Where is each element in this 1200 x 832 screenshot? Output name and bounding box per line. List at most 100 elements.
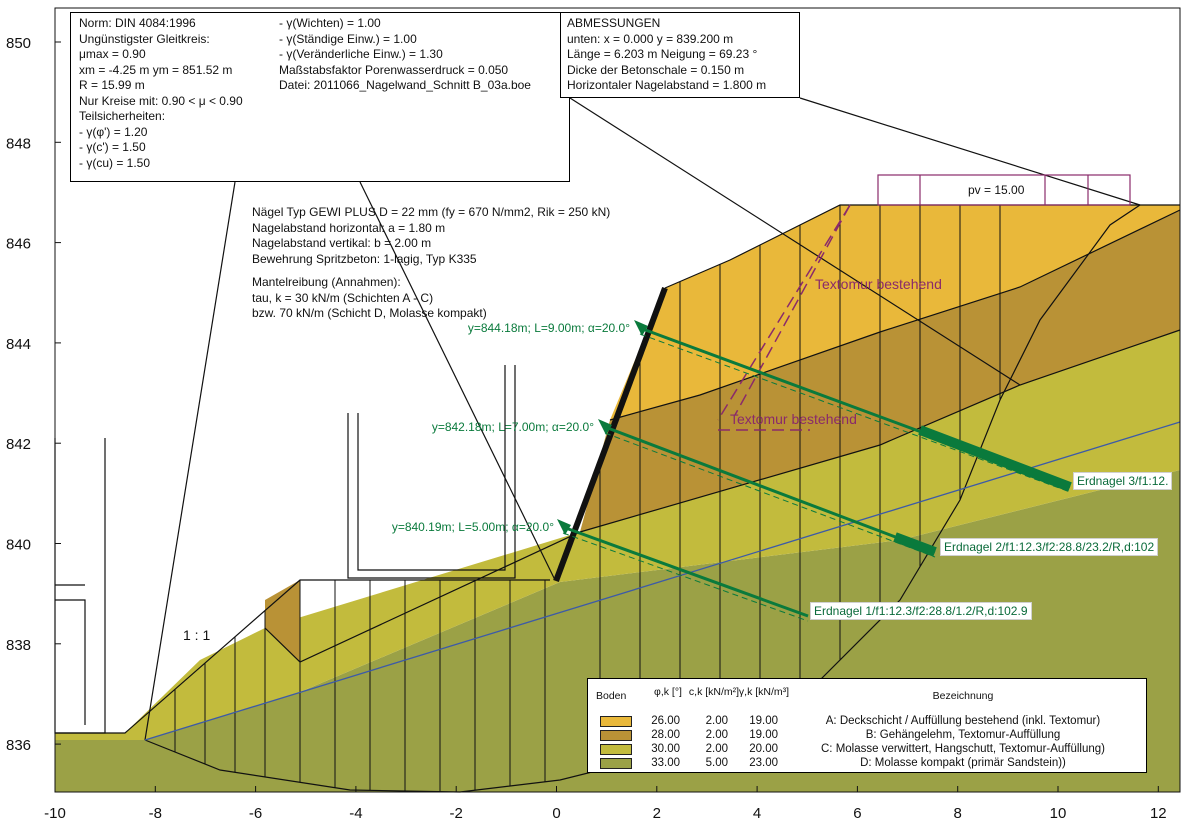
legend-swatch	[600, 744, 632, 755]
norm-line: - γ(cu) = 1.50	[79, 155, 151, 170]
x-tick-label: 12	[1150, 805, 1167, 822]
norm-line: Ungünstigster Gleitkreis:	[79, 31, 210, 46]
legend-header-c: c,k [kN/m²]	[688, 686, 740, 698]
textomur-label-2: Textomur bestehend	[730, 411, 857, 427]
norm-line: Datei: 2011066_Nagelwand_Schnitt B_03a.b…	[279, 78, 531, 92]
slip-slices	[174, 205, 1001, 792]
abmessungen-line: Dicke der Betonschale = 0.150 m	[567, 62, 745, 77]
x-tick-label: -2	[450, 805, 463, 822]
x-tick-label: 4	[753, 805, 761, 822]
legend-header-bez: Bezeichnung	[932, 690, 994, 702]
norm-box-right: - γ(Wichten) = 1.00 - γ(Ständige Einw.) …	[279, 16, 531, 94]
legend-gamma: 23.00	[749, 757, 778, 769]
nail-bot-dash	[562, 532, 809, 622]
norm-line: xm = -4.25 m ym = 851.52 m	[79, 62, 233, 77]
x-tick-label: -8	[149, 805, 162, 822]
legend-desc: B: Gehängelehm, Textomur-Auffüllung	[865, 729, 1061, 741]
erdnagel-3-label: Erdnagel 3/f1:12.	[1073, 472, 1173, 490]
layer-ab-line	[609, 209, 1181, 421]
norm-line: Nur Kreise mit: 0.90 < μ < 0.90	[79, 93, 243, 108]
nail-info-line: Nägel Typ GEWI PLUS D = 22 mm (fy = 670 …	[252, 205, 611, 219]
x-tick-label: 6	[853, 805, 861, 822]
legend-row: 33.00 5.00 23.00 D: Molasse kompakt (pri…	[588, 756, 1146, 770]
pit-structure-outer	[347, 365, 516, 579]
y-tick-label: 844	[6, 336, 31, 353]
legend-header-gamma: γ,k [kN/m³]	[738, 686, 790, 698]
norm-box: Norm: DIN 4084:1996 Ungünstigster Gleitk…	[70, 12, 570, 182]
textomur-outline	[717, 204, 851, 431]
nail-info-line: Bewehrung Spritzbeton: 1-lagig, Typ K335	[252, 251, 477, 266]
norm-line: - γ(Ständige Einw.) = 1.00	[279, 31, 417, 46]
nail-bot	[562, 525, 809, 618]
norm-line: Norm: DIN 4084:1996	[79, 16, 196, 30]
soil-nails	[557, 320, 1072, 622]
legend-phi: 33.00	[651, 757, 680, 769]
soil-legend: Boden φ,k [°] c,k [kN/m²] γ,k [kN/m³] Be…	[587, 678, 1147, 773]
y-tick-label: 848	[6, 135, 31, 152]
nail-info-line: Nagelabstand vertikal: b = 2.00 m	[252, 236, 432, 250]
abmessungen-title: ABMESSUNGEN	[567, 16, 661, 30]
legend-desc: D: Molasse kompakt (primär Sandstein))	[860, 757, 1066, 769]
legend-c: 2.00	[705, 715, 728, 727]
box-connector-2	[359, 181, 556, 581]
norm-line: μmax = 0.90	[79, 47, 146, 61]
y-tick-label: 836	[6, 737, 31, 754]
erdnagel-1-label: Erdnagel 1/f1:12.3/f2:28.8/1.2/R,d:102.9	[810, 602, 1032, 620]
box-connector-3	[799, 97, 1141, 206]
legend-c: 2.00	[705, 743, 728, 755]
y-tick-label: 838	[6, 637, 31, 654]
x-tick-label: -4	[349, 805, 362, 822]
textomur-label-1: Textomur bestehend	[815, 276, 942, 292]
legend-c: 5.00	[705, 757, 728, 769]
legend-gamma: 19.00	[749, 729, 778, 741]
y-tick-label: 846	[6, 236, 31, 253]
erdnagel-2-label: Erdnagel 2/f1:12.3/f2:28.8/23.2/R,d:102	[940, 538, 1159, 556]
legend-row: 28.00 2.00 19.00 B: Gehängelehm, Textomu…	[588, 728, 1146, 742]
norm-line: Teilsicherheiten:	[79, 109, 166, 123]
nail-info-text: Nägel Typ GEWI PLUS D = 22 mm (fy = 670 …	[252, 205, 610, 322]
x-tick-label: 10	[1050, 805, 1067, 822]
x-tick-label: -10	[44, 805, 66, 822]
nail-head-mid	[598, 419, 612, 435]
norm-box-left: Norm: DIN 4084:1996 Ungünstigster Gleitk…	[79, 16, 243, 171]
legend-row: 26.00 2.00 19.00 A: Deckschicht / Auffül…	[588, 714, 1146, 728]
slope-ratio-label: 1 : 1	[183, 627, 210, 643]
legend-swatch	[600, 716, 632, 727]
pv-label: pv = 15.00	[968, 183, 1025, 197]
y-tick-label: 842	[6, 436, 31, 453]
x-tick-label: 0	[552, 805, 560, 822]
legend-phi: 28.00	[651, 729, 680, 741]
abmessungen-line: Länge = 6.203 m Neigung = 69.23 °	[567, 47, 758, 61]
layer-bc-line	[264, 329, 1181, 663]
nail-info-line: tau, k = 30 kN/m (Schichten A - C)	[252, 290, 434, 305]
pit-structure-inner	[357, 365, 506, 571]
excavation-inner-wall	[55, 599, 86, 725]
nail-mid-bond	[893, 532, 937, 557]
layer-a-fill	[610, 205, 1180, 420]
pv-load-box	[877, 174, 1131, 206]
groundwater-line	[144, 421, 1181, 741]
norm-line: - γ(Veränderliche Einw.) = 1.30	[279, 47, 443, 61]
legend-desc: A: Deckschicht / Auffüllung bestehend (i…	[825, 715, 1101, 727]
pv-load-rect	[877, 174, 1131, 206]
x-tick-label: 2	[653, 805, 661, 822]
abmessungen-line: unten: x = 0.000 y = 839.200 m	[567, 31, 734, 46]
nail-mid	[604, 425, 936, 554]
y-tick-label: 850	[6, 35, 31, 52]
plot-frame	[54, 7, 1181, 793]
nail-bot-label: y=840.19m; L=5.00m; α=20.0°	[392, 520, 554, 534]
nail-mid-label: y=842.18m; L=7.00m; α=20.0°	[432, 420, 594, 434]
legend-swatch	[600, 758, 632, 769]
x-tick-label: 8	[954, 805, 962, 822]
box-connector-4	[569, 97, 1021, 386]
nail-info-line: bzw. 70 kN/m (Schicht D, Molasse kompakt…	[252, 306, 487, 320]
abmessungen-box: ABMESSUNGEN unten: x = 0.000 y = 839.200…	[560, 12, 800, 98]
box-connector-1	[144, 181, 236, 741]
norm-line: Maßstabsfaktor Porenwasserdruck = 0.050	[279, 62, 509, 77]
textomur-line-1	[717, 204, 851, 421]
nail-head-bot	[557, 519, 571, 535]
norm-line: R = 15.99 m	[79, 78, 145, 92]
legend-row: 30.00 2.00 20.00 C: Molasse verwittert, …	[588, 742, 1146, 756]
legend-c: 2.00	[705, 729, 728, 741]
nail-top-label: y=844.18m; L=9.00m; α=20.0°	[468, 321, 630, 335]
